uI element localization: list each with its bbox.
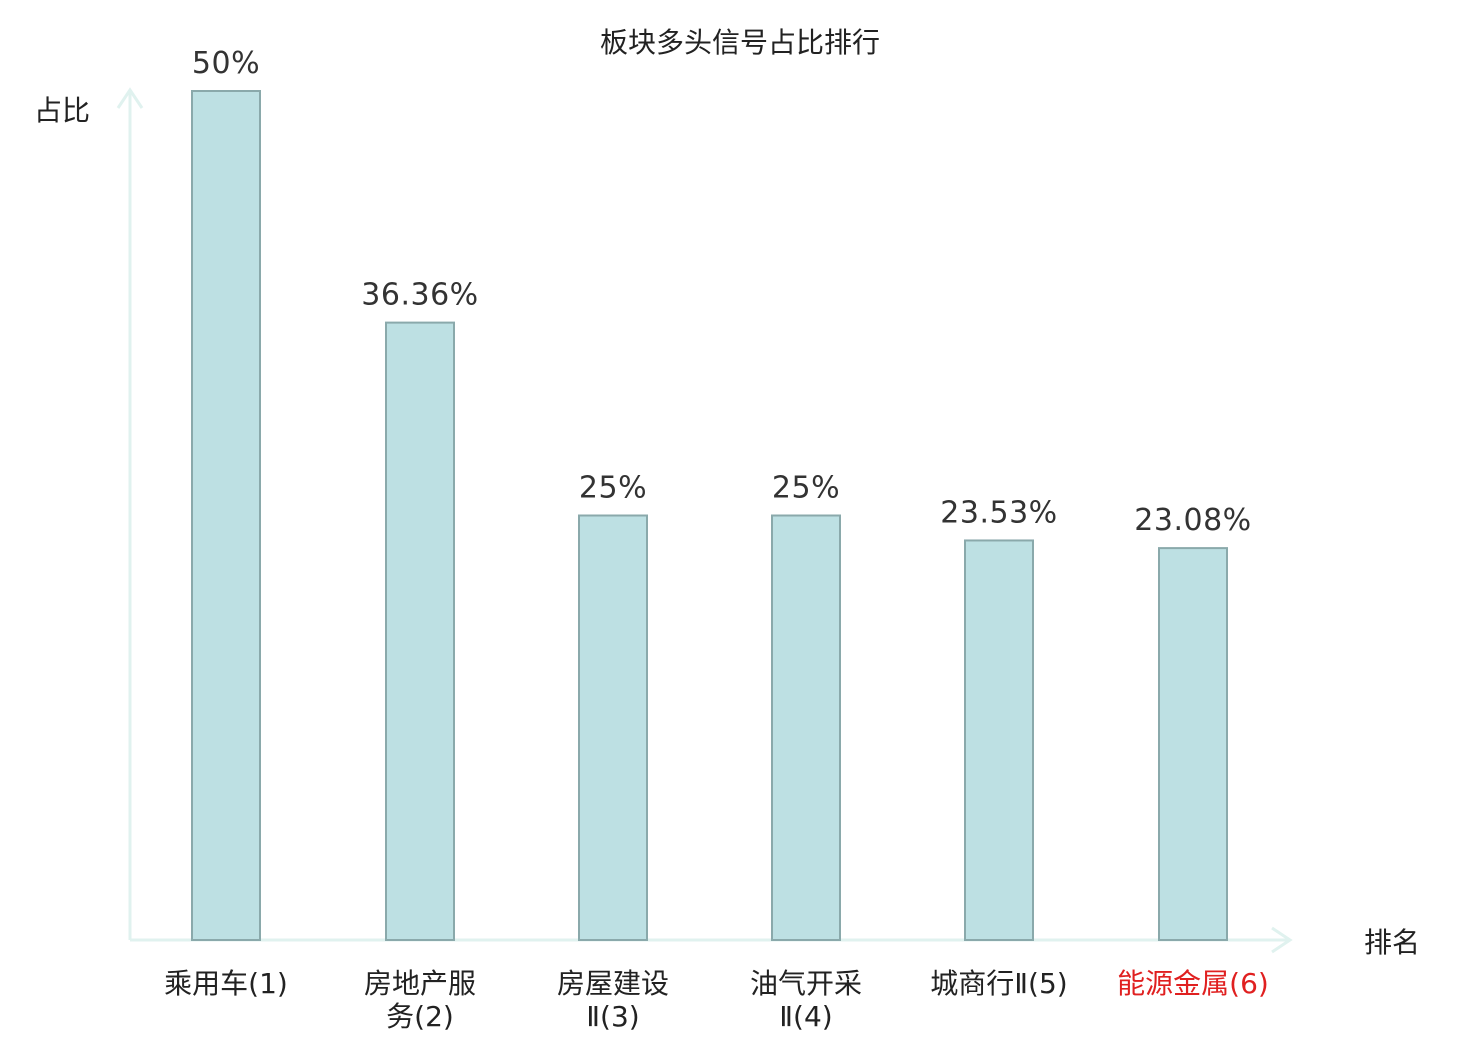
bar-3 (578, 514, 648, 941)
x-axis-label: 排名 (1364, 926, 1420, 959)
value-labels: 50% 36.36% 25% 25% 23.53% 23.08% (192, 46, 1251, 538)
bar-5 (964, 539, 1034, 941)
x-axis-arrow (1271, 926, 1293, 954)
tick-label-3-line-2: Ⅱ(3) (586, 1000, 639, 1033)
bar-2 (385, 321, 455, 942)
bars (191, 90, 1228, 942)
value-label-1: 50% (192, 46, 260, 81)
value-label-2: 36.36% (361, 278, 478, 313)
value-label-5: 23.53% (940, 495, 1057, 530)
tick-label-5: 城商行Ⅱ(5) (930, 967, 1067, 1000)
chart-title: 板块多头信号占比排行 (600, 26, 880, 59)
y-axis-label: 占比 (34, 94, 90, 127)
y-axis-arrow (116, 87, 144, 109)
axes (116, 87, 1293, 954)
tick-label-2-line-2: 务(2) (386, 1000, 454, 1033)
bar-4 (771, 514, 841, 941)
tick-label-1: 乘用车(1) (164, 967, 288, 1000)
tick-label-2-line-1: 房地产服 (364, 967, 476, 1000)
tick-label-6: 能源金属(6) (1117, 967, 1269, 1000)
tick-label-3-line-1: 房屋建设 (557, 967, 669, 1000)
value-label-4: 25% (772, 471, 840, 506)
bar-1 (191, 90, 261, 941)
tick-label-4-line-1: 油气开采 (750, 967, 862, 1000)
tick-label-4-line-2: Ⅱ(4) (779, 1000, 832, 1033)
bar-6 (1158, 547, 1228, 942)
value-label-6: 23.08% (1134, 503, 1251, 538)
value-label-3: 25% (579, 471, 647, 506)
